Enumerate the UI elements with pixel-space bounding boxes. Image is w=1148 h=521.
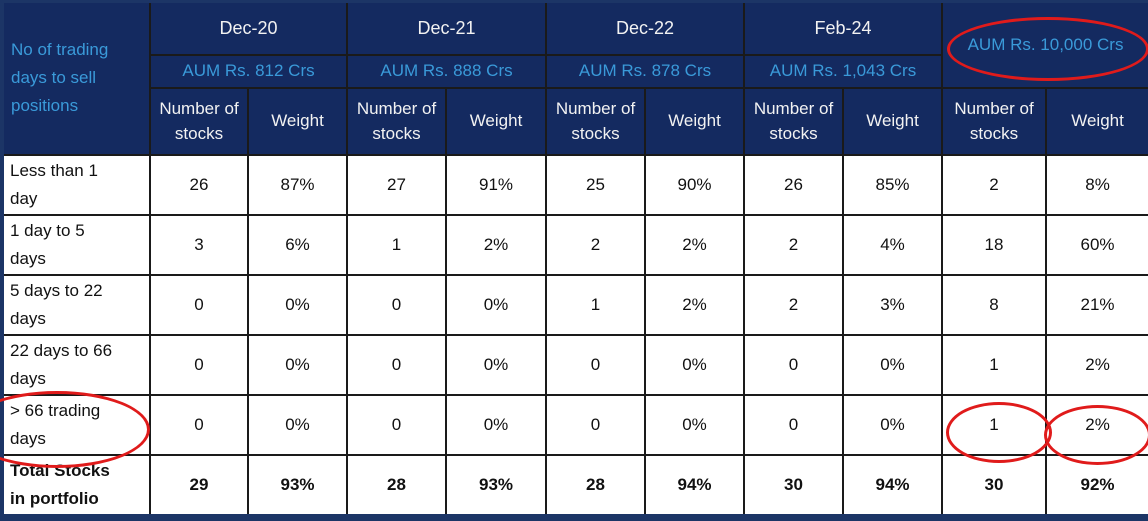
data-cell: 0 [346, 393, 447, 456]
period-header-feb-24: Feb-24 [742, 0, 944, 56]
data-cell: 0% [247, 393, 348, 456]
table-row: 1 day to 5 days 3 6% 1 2% 2 2% 2 4% 18 6… [1, 213, 1148, 276]
subheader-stocks: Number of stocks [545, 86, 646, 156]
data-cell: 26 [149, 153, 249, 216]
data-cell: 0 [346, 333, 447, 396]
subheader-weight: Weight [247, 86, 348, 156]
data-cell: 8 [941, 273, 1048, 336]
data-cell: 93% [445, 453, 547, 519]
row-label-circled: > 66 trading days [1, 393, 151, 456]
data-cell: 0% [445, 393, 547, 456]
data-cell: 28 [545, 453, 646, 519]
data-cell: 3% [841, 273, 944, 336]
data-cell: 0% [247, 333, 348, 396]
data-cell: 0% [841, 393, 944, 456]
table-row: Less than 1 day 26 87% 27 91% 25 90% 26 … [1, 153, 1148, 216]
data-cell: 0% [841, 333, 944, 396]
data-cell: 27 [346, 153, 447, 216]
data-cell: 1 [346, 213, 447, 276]
data-cell: 87% [247, 153, 348, 216]
data-cell: 0% [247, 273, 348, 336]
data-cell: 0 [346, 273, 447, 336]
table-row: 22 days to 66 days 0 0% 0 0% 0 0% 0 0% 1… [1, 333, 1148, 396]
data-cell: 2 [545, 213, 646, 276]
header-row-aum: AUM Rs. 812 Crs AUM Rs. 888 Crs AUM Rs. … [2, 53, 1148, 89]
data-cell: 0% [644, 393, 745, 456]
subheader-weight: Weight [841, 86, 944, 156]
data-cell: 28 [346, 453, 447, 519]
data-cell: 0 [149, 333, 249, 396]
data-cell: 91% [445, 153, 547, 216]
data-cell: 30 [743, 453, 844, 519]
data-cell: 30 [941, 453, 1048, 519]
aum-header-dec-20: AUM Rs. 812 Crs [149, 53, 348, 89]
subheader-stocks: Number of stocks [346, 86, 447, 156]
table-row-circled: > 66 trading days 0 0% 0 0% 0 0% 0 0% 1 … [1, 393, 1148, 456]
row-label: 1 day to 5 days [1, 213, 151, 276]
data-cell: 8% [1045, 153, 1148, 216]
subheader-weight: Weight [1045, 86, 1148, 156]
table-row: 5 days to 22 days 0 0% 0 0% 1 2% 2 3% 8 … [1, 273, 1148, 336]
data-cell: 29 [149, 453, 249, 519]
aum-header-dec-21: AUM Rs. 888 Crs [346, 53, 547, 89]
data-cell: 2% [1045, 333, 1148, 396]
data-cell-circled: 2% [1045, 393, 1148, 456]
data-cell: 3 [149, 213, 249, 276]
data-cell: 85% [841, 153, 944, 216]
data-cell: 0 [743, 393, 844, 456]
row-label: 22 days to 66 days [1, 333, 151, 396]
corner-header: No of trading days to sell positions [1, 0, 151, 156]
row-label: Less than 1 day [1, 153, 151, 216]
data-cell: 93% [247, 453, 348, 519]
data-cell: 94% [841, 453, 944, 519]
data-cell: 25 [545, 153, 646, 216]
data-cell: 2% [644, 273, 745, 336]
subheader-stocks: Number of stocks [149, 86, 249, 156]
data-cell: 21% [1045, 273, 1148, 336]
data-cell: 90% [644, 153, 745, 216]
data-cell: 4% [841, 213, 944, 276]
subheader-stocks: Number of stocks [941, 86, 1048, 156]
table-row-total: Total Stocks in portfolio 29 93% 28 93% … [1, 453, 1148, 519]
aum-header-dec-22: AUM Rs. 878 Crs [545, 53, 745, 89]
header-row-subcolumns: Number of stocks Weight Number of stocks… [2, 86, 1148, 156]
data-cell: 6% [247, 213, 348, 276]
data-cell: 94% [644, 453, 745, 519]
data-cell: 0 [545, 333, 646, 396]
data-cell: 1 [545, 273, 646, 336]
data-cell: 18 [941, 213, 1048, 276]
data-cell: 0 [149, 273, 249, 336]
data-cell: 92% [1045, 453, 1148, 519]
header-row-periods: No of trading days to sell positions Dec… [1, 0, 1148, 156]
data-cell: 2% [644, 213, 745, 276]
data-cell: 0 [743, 333, 844, 396]
data-cell: 60% [1045, 213, 1148, 276]
data-cell: 2% [445, 213, 547, 276]
data-cell: 0% [445, 333, 547, 396]
subheader-weight: Weight [445, 86, 547, 156]
period-header-dec-20: Dec-20 [149, 0, 348, 56]
period-header-dec-22: Dec-22 [545, 0, 745, 56]
subheader-weight: Weight [644, 86, 745, 156]
period-header-dec-21: Dec-21 [346, 0, 547, 56]
row-label-total: Total Stocks in portfolio [1, 453, 151, 519]
data-cell: 0 [149, 393, 249, 456]
data-cell: 2 [743, 213, 844, 276]
row-label: 5 days to 22 days [1, 273, 151, 336]
data-cell: 0% [445, 273, 547, 336]
data-cell: 2 [941, 153, 1048, 216]
subheader-stocks: Number of stocks [743, 86, 844, 156]
data-cell: 1 [941, 333, 1048, 396]
data-cell-circled: 1 [941, 393, 1048, 456]
aum-header-feb-24: AUM Rs. 1,043 Crs [742, 53, 944, 89]
aum-header-current-circled: AUM Rs. 10,000 Crs [941, 0, 1148, 89]
data-cell: 26 [743, 153, 844, 216]
data-cell: 0 [545, 393, 646, 456]
data-cell: 0% [644, 333, 745, 396]
data-cell: 2 [743, 273, 844, 336]
